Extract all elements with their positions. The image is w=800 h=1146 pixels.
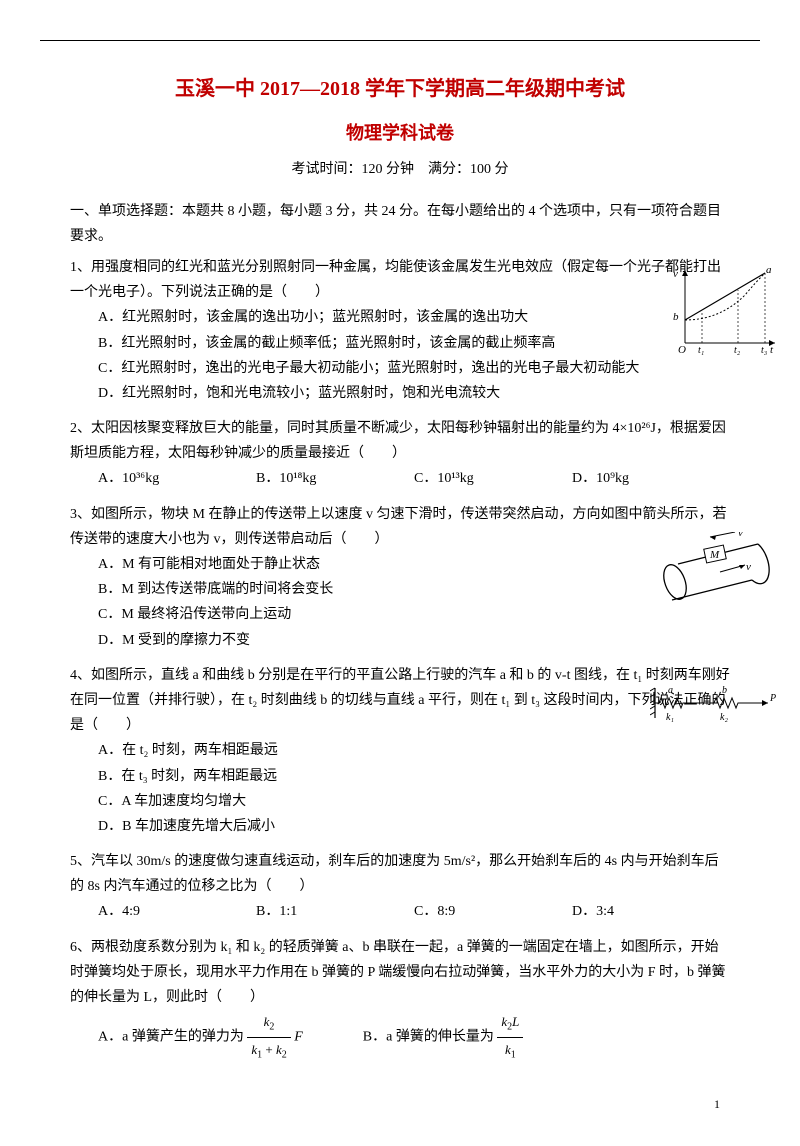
time-label: 考试时间：120 分钟	[292, 162, 415, 177]
svg-text:k₁: k₁	[666, 712, 674, 723]
fraction-a: k2 k1 + k2	[247, 1010, 290, 1064]
svg-text:v: v	[746, 561, 751, 573]
top-rule	[40, 40, 760, 41]
fraction-b: k2L k1	[497, 1010, 523, 1064]
q1-opt-a: A．红光照射时，该金属的逸出功小；蓝光照射时，该金属的逸出功大	[98, 305, 730, 330]
exam-subtitle: 物理学科试卷	[70, 117, 730, 149]
q4-opt-d: D．B 车加速度先增大后减小	[98, 814, 730, 839]
svg-text:v: v	[673, 268, 678, 280]
q4-text: 4、如图所示，直线 a 和曲线 b 分别是在平行的平直公路上行驶的汽车 a 和 …	[70, 663, 730, 739]
q1-opt-b: B．红光照射时，该金属的截止频率低；蓝光照射时，该金属的截止频率高	[98, 331, 730, 356]
q1-text: 1、用强度相同的红光和蓝光分别照射同一种金属，均能使该金属发生光电效应（假定每一…	[70, 255, 730, 305]
svg-text:a: a	[668, 685, 673, 696]
q5-opt-c: C．8:9	[414, 899, 572, 924]
svg-text:a: a	[766, 265, 772, 276]
q4-opt-b: B．在 t₃ 时刻，两车相距最远	[98, 764, 730, 789]
question-4: a b k₁ k₂ P 4、如图所示，直线 a 和曲线 b 分别是在平行的平直公…	[70, 663, 730, 839]
q2-opt-c: C．10¹³kg	[414, 466, 572, 491]
svg-text:t₃: t₃	[761, 345, 768, 355]
exam-info: 考试时间：120 分钟 满分：100 分	[70, 157, 730, 182]
question-1: b a v O t₁ t₂ t₃ t 1、用强度相同的红光和蓝光分别照射同一种金…	[70, 255, 730, 406]
svg-text:k₂: k₂	[720, 712, 728, 723]
q6-opt-a: A．a 弹簧产生的弹力为 k2 k1 + k2 F	[98, 1010, 303, 1064]
q6-opt-b: B．a 弹簧的伸长量为 k2L k1	[363, 1010, 524, 1064]
svg-text:P: P	[769, 693, 776, 704]
question-2: 2、太阳因核聚变释放巨大的能量，同时其质量不断减少，太阳每秒钟辐射出的能量约为 …	[70, 416, 730, 492]
section-1-heading: 一、单项选择题：本题共 8 小题，每小题 3 分，共 24 分。在每小题给出的 …	[70, 199, 730, 249]
q4-opt-c: C．A 车加速度均匀增大	[98, 789, 730, 814]
svg-text:M: M	[709, 549, 720, 561]
q4-figure: a b k₁ k₂ P	[650, 683, 780, 723]
svg-text:b: b	[722, 685, 727, 696]
q1-opt-c: C．红光照射时，逸出的光电子最大初动能小；蓝光照射时，逸出的光电子最大初动能大	[98, 356, 730, 381]
q5-opt-d: D．3:4	[572, 899, 730, 924]
svg-text:v: v	[738, 532, 743, 539]
question-5: 5、汽车以 30m/s 的速度做匀速直线运动，刹车后的加速度为 5m/s²，那么…	[70, 849, 730, 925]
svg-text:t₁: t₁	[698, 345, 704, 355]
svg-text:t: t	[770, 344, 774, 355]
q3-opt-b: B．M 到达传送带底端的时间将会变长	[98, 577, 730, 602]
q4-opt-a: A．在 t₂ 时刻，两车相距最远	[98, 738, 730, 763]
q3-opt-c: C．M 最终将沿传送带向上运动	[98, 602, 730, 627]
svg-text:b: b	[673, 311, 679, 323]
q5-text: 5、汽车以 30m/s 的速度做匀速直线运动，刹车后的加速度为 5m/s²，那么…	[70, 849, 730, 899]
q3-opt-d: D．M 受到的摩擦力不变	[98, 628, 730, 653]
q1-opt-d: D．红光照射时，饱和光电流较小；蓝光照射时，饱和光电流较大	[98, 381, 730, 406]
exam-title: 玉溪一中 2017—2018 学年下学期高二年级期中考试	[70, 71, 730, 107]
q2-text: 2、太阳因核聚变释放巨大的能量，同时其质量不断减少，太阳每秒钟辐射出的能量约为 …	[70, 416, 730, 466]
svg-text:O: O	[678, 344, 686, 355]
q2-opt-d: D．10⁹kg	[572, 466, 730, 491]
svg-text:t₂: t₂	[734, 345, 741, 355]
q6-text: 6、两根劲度系数分别为 k₁ 和 k₂ 的轻质弹簧 a、b 串联在一起，a 弹簧…	[70, 935, 730, 1011]
q2-opt-a: A．10³⁶kg	[98, 466, 256, 491]
question-6: 6、两根劲度系数分别为 k₁ 和 k₂ 的轻质弹簧 a、b 串联在一起，a 弹簧…	[70, 935, 730, 1065]
q3-opt-a: A．M 有可能相对地面处于静止状态	[98, 552, 730, 577]
q5-opt-a: A．4:9	[98, 899, 256, 924]
q3-figure: M v v	[650, 532, 780, 612]
q3-text: 3、如图所示，物块 M 在静止的传送带上以速度 v 匀速下滑时，传送带突然启动，…	[70, 502, 730, 552]
q1-figure: b a v O t₁ t₂ t₃ t	[670, 265, 780, 355]
q5-opt-b: B．1:1	[256, 899, 414, 924]
page-number: 1	[70, 1094, 730, 1116]
question-3: M v v 3、如图所示，物块 M 在静止的传送带上以速度 v 匀速下滑时，传送…	[70, 502, 730, 653]
q2-opt-b: B．10¹⁸kg	[256, 466, 414, 491]
score-label: 满分：100 分	[428, 162, 509, 177]
